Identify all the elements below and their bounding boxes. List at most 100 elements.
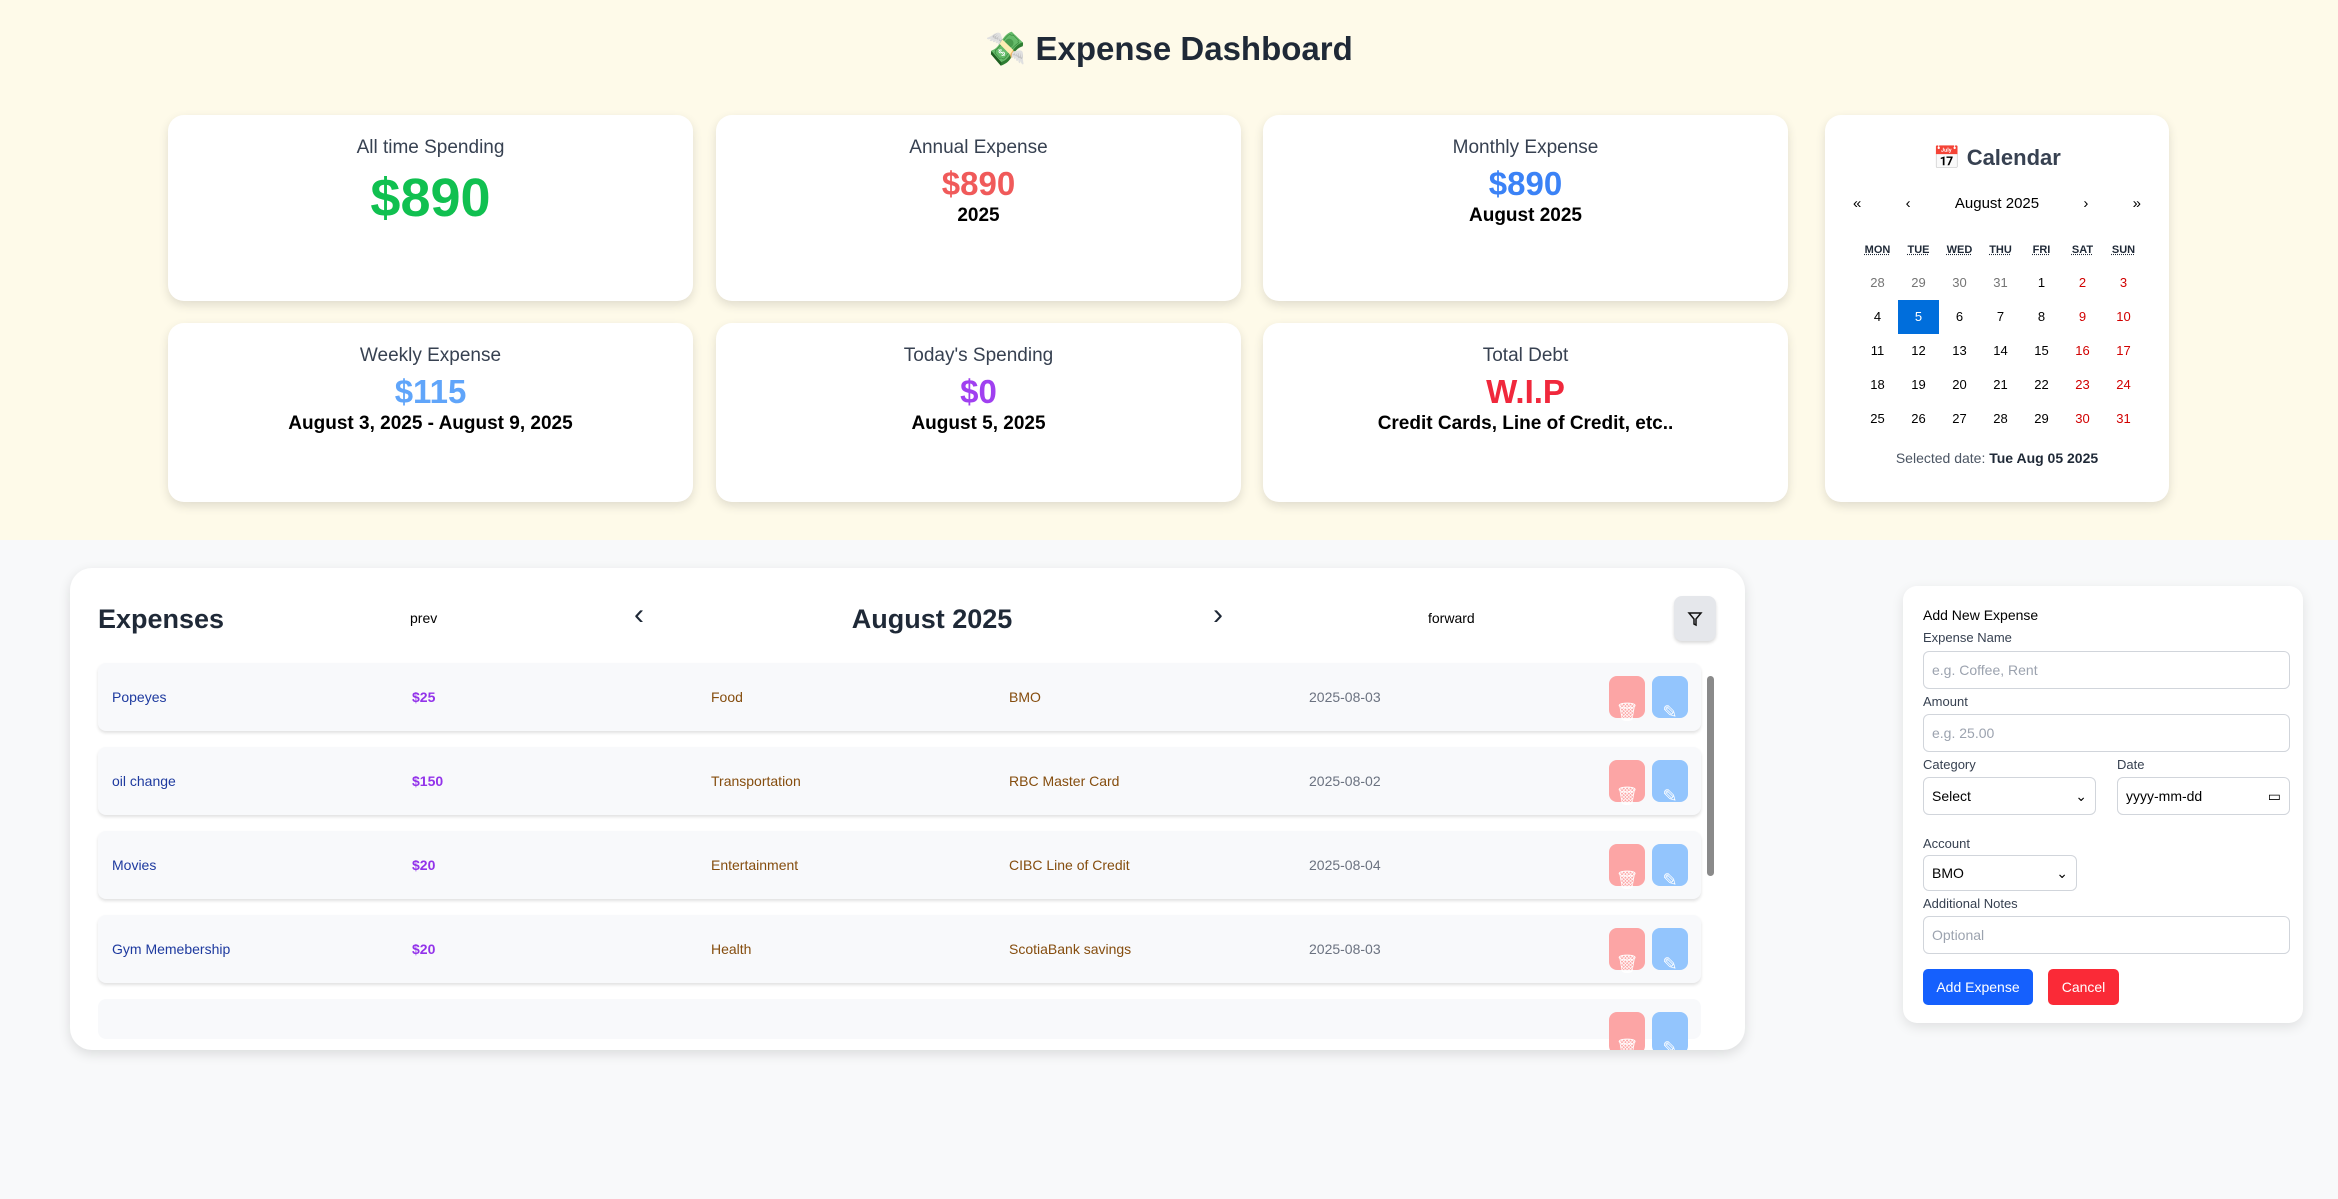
expenses-panel: Expenses prev ‹ August 2025 › forward Po…: [70, 568, 1745, 1050]
delete-button[interactable]: 🗑: [1609, 760, 1645, 806]
calendar-day[interactable]: 29: [1911, 275, 1926, 290]
calendar-day[interactable]: 29: [2034, 411, 2049, 426]
calendar-day[interactable]: 27: [1952, 411, 1967, 426]
calendar-day[interactable]: 20: [1952, 377, 1967, 392]
edit-button[interactable]: ✎: [1652, 760, 1688, 806]
calendar-day[interactable]: 18: [1870, 377, 1885, 392]
expense-name: Movies: [112, 857, 157, 873]
scrollbar-thumb[interactable]: [1707, 676, 1714, 876]
calendar-day[interactable]: 13: [1952, 343, 1967, 358]
notes-label: Additional Notes: [1923, 896, 2018, 911]
page-title: 💸 Expense Dashboard: [985, 30, 1353, 67]
prev-year-button[interactable]: «: [1853, 195, 1862, 212]
weekday-header: MON: [1864, 244, 1891, 256]
expense-account: BMO: [1009, 689, 1041, 705]
expense-row: 🗑 ✎: [98, 999, 1701, 1050]
chevron-down-icon: ⌄: [2056, 864, 2068, 881]
calendar-day[interactable]: 16: [2075, 343, 2090, 358]
expense-date: 2025-08-04: [1309, 857, 1381, 873]
date-input[interactable]: yyyy-mm-dd ▭: [2117, 777, 2290, 815]
calendar-day[interactable]: 4: [1873, 309, 1882, 324]
calendar-day[interactable]: 24: [2116, 377, 2131, 392]
calendar-day[interactable]: 17: [2116, 343, 2131, 358]
cancel-button[interactable]: Cancel: [2048, 969, 2119, 1005]
calendar-day[interactable]: 30: [2075, 411, 2090, 426]
calendar-icon[interactable]: ▭: [2267, 787, 2281, 804]
date-label: Date: [2117, 757, 2145, 772]
category-select[interactable]: Select ⌄: [1923, 777, 2096, 815]
calendar-day[interactable]: 23: [2075, 377, 2090, 392]
next-month-button[interactable]: ›: [2083, 195, 2089, 212]
account-select[interactable]: BMO ⌄: [1923, 855, 2077, 891]
calendar-day[interactable]: 6: [1955, 309, 1964, 324]
trash-icon: 🗑: [1615, 954, 1639, 974]
add-expense-button[interactable]: Add Expense: [1923, 969, 2033, 1005]
calendar-day[interactable]: 1: [2037, 275, 2046, 290]
prev-label: prev: [410, 610, 438, 626]
calendar-day[interactable]: 9: [2078, 309, 2087, 324]
weekday-header: WED: [1946, 244, 1973, 256]
calendar-day[interactable]: 5: [1898, 300, 1939, 334]
calendar-icon: 📅: [1933, 145, 1961, 170]
calendar-day[interactable]: 21: [1993, 377, 2008, 392]
stat-value: $890: [941, 165, 1016, 202]
scrollbar[interactable]: [1706, 664, 1715, 1018]
stat-label: All time Spending: [356, 137, 505, 158]
weekday-header: SAT: [2071, 244, 2094, 256]
weekday-header: TUE: [1907, 244, 1930, 256]
calendar-day[interactable]: 26: [1911, 411, 1926, 426]
calendar-day[interactable]: 8: [2037, 309, 2046, 324]
edit-button[interactable]: ✎: [1652, 928, 1688, 974]
stat-label: Monthly Expense: [1452, 137, 1599, 158]
delete-button[interactable]: 🗑: [1609, 1012, 1645, 1050]
expense-category: Entertainment: [711, 857, 799, 873]
money-with-wings-icon: 💸: [985, 30, 1027, 67]
filter-button[interactable]: [1674, 596, 1716, 641]
next-month-arrow-icon[interactable]: ›: [1213, 598, 1223, 631]
stat-card: Monthly Expense $890 August 2025: [1263, 115, 1788, 301]
edit-button[interactable]: ✎: [1652, 844, 1688, 890]
calendar-day[interactable]: 31: [1993, 275, 2008, 290]
pencil-icon: ✎: [1662, 1038, 1678, 1050]
expenses-title: Expenses: [98, 604, 225, 634]
calendar-day[interactable]: 14: [1993, 343, 2008, 358]
calendar-day[interactable]: 25: [1870, 411, 1885, 426]
calendar-day[interactable]: 3: [2119, 275, 2128, 290]
delete-button[interactable]: 🗑: [1609, 928, 1645, 974]
calendar-day[interactable]: 10: [2116, 309, 2131, 324]
calendar-day[interactable]: 11: [1870, 343, 1885, 358]
trash-icon: 🗑: [1615, 1038, 1639, 1050]
calendar-month-label[interactable]: August 2025: [1954, 195, 2040, 212]
expense-account: CIBC Line of Credit: [1009, 857, 1130, 873]
calendar-day[interactable]: 28: [1993, 411, 2008, 426]
prev-month-arrow-icon[interactable]: ‹: [634, 598, 644, 631]
expense-row: Popeyes $25 Food BMO 2025-08-03 🗑 ✎: [98, 663, 1701, 731]
calendar-day[interactable]: 12: [1911, 343, 1926, 358]
stat-subtitle: August 2025: [1469, 205, 1582, 226]
pencil-icon: ✎: [1662, 870, 1678, 890]
expense-amount: $25: [412, 689, 436, 705]
weekday-header: SUN: [2111, 244, 2136, 256]
notes-input[interactable]: Optional: [1923, 916, 2290, 954]
expense-date: 2025-08-02: [1309, 773, 1381, 789]
amount-input[interactable]: e.g. 25.00: [1923, 714, 2290, 752]
delete-button[interactable]: 🗑: [1609, 844, 1645, 890]
forward-label: forward: [1428, 610, 1475, 626]
calendar-day[interactable]: 22: [2034, 377, 2049, 392]
calendar-day[interactable]: 30: [1952, 275, 1967, 290]
delete-button[interactable]: 🗑: [1609, 676, 1645, 722]
calendar-day[interactable]: 15: [2034, 343, 2049, 358]
pencil-icon: ✎: [1662, 702, 1678, 722]
expense-name-input[interactable]: e.g. Coffee, Rent: [1923, 651, 2290, 689]
next-year-button[interactable]: »: [2132, 195, 2141, 212]
prev-month-button[interactable]: ‹: [1905, 195, 1911, 212]
calendar-day[interactable]: 31: [2116, 411, 2131, 426]
calendar-day[interactable]: 7: [1996, 309, 2005, 324]
edit-button[interactable]: ✎: [1652, 1012, 1688, 1050]
edit-button[interactable]: ✎: [1652, 676, 1688, 722]
calendar-day[interactable]: 2: [2078, 275, 2087, 290]
calendar-day[interactable]: 19: [1911, 377, 1926, 392]
selected-date: Selected date: Tue Aug 05 2025: [1895, 450, 2099, 466]
calendar-day[interactable]: 28: [1870, 275, 1885, 290]
stat-card: All time Spending $890: [168, 115, 693, 301]
